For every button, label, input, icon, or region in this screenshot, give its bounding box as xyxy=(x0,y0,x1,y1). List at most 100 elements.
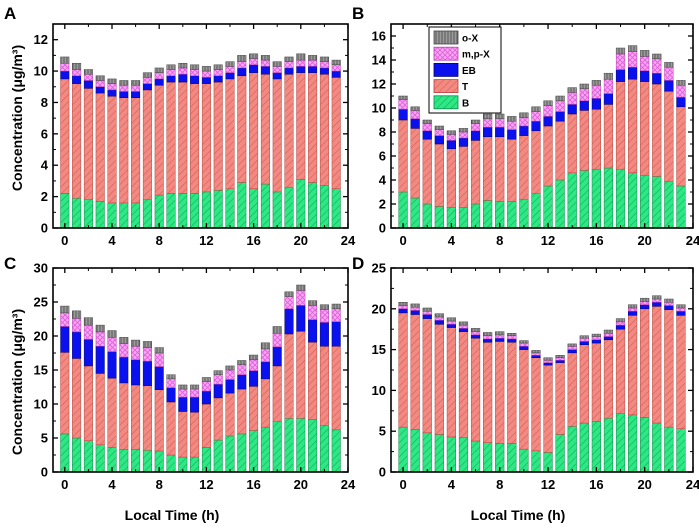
panel-letter: C xyxy=(4,254,16,273)
bar-segment-mpX xyxy=(260,348,270,363)
bar-segment-oX xyxy=(531,106,541,112)
bar-segment-B xyxy=(237,433,247,473)
bar-segment-oX xyxy=(543,100,553,106)
bar-segment-EB xyxy=(652,72,662,85)
bar-segment-EB xyxy=(543,362,553,366)
x-tick-label: 16 xyxy=(246,477,260,492)
bar-segment-B xyxy=(225,435,235,473)
bar-segment-EB xyxy=(237,374,247,390)
bar-segment-T xyxy=(483,136,493,201)
bar-segment-mpX xyxy=(398,305,408,310)
x-tick-label: 12 xyxy=(199,233,213,248)
bar-segment-mpX xyxy=(422,311,432,315)
bar-segment-B xyxy=(308,182,318,229)
bar-segment-B xyxy=(213,439,223,473)
bar-segment-EB xyxy=(296,305,306,332)
y-tick-label: 8 xyxy=(41,95,48,110)
bar-segment-T xyxy=(422,318,432,434)
bar-segment-oX xyxy=(237,55,247,62)
bar-segment-EB xyxy=(249,370,259,387)
x-ticks: 0 4 8 12 16 20 24 xyxy=(399,24,699,248)
bar-segment-oX xyxy=(166,374,176,380)
bar-segment-T xyxy=(142,385,152,451)
bar-segment-T xyxy=(664,309,674,428)
y-tick-label: 0 xyxy=(379,221,386,236)
bar-segment-EB xyxy=(458,328,469,332)
bar-segment-EB xyxy=(166,75,176,83)
bar-segment-T xyxy=(591,342,601,422)
bar-segment-B xyxy=(652,176,662,229)
bar-segment-mpX xyxy=(628,307,638,312)
bar-segment-oX xyxy=(495,113,505,120)
bar-segment-mpX xyxy=(201,381,211,392)
bar-segment-EB xyxy=(142,360,152,386)
bar-segment-oX xyxy=(331,303,341,310)
bar-segment-EB xyxy=(190,75,200,84)
y-tick-label: 10 xyxy=(372,101,386,116)
y-tick-label: 15 xyxy=(34,363,48,378)
bar-segment-oX xyxy=(434,313,444,318)
legend-label: o-X xyxy=(462,34,478,45)
bar-segment-T xyxy=(190,411,200,458)
bar-segment-mpX xyxy=(131,84,141,92)
bar-segment-oX xyxy=(591,333,601,337)
bar-segment-T xyxy=(142,89,152,201)
bar-segment-EB xyxy=(249,64,259,73)
bar-segment-EB xyxy=(260,66,270,75)
bar-segment-B xyxy=(676,185,686,229)
bar-segment-EB xyxy=(676,311,686,316)
bar-segment-oX xyxy=(579,335,589,339)
bar-segment-oX xyxy=(296,53,306,61)
bar-segment-oX xyxy=(119,337,129,344)
bar-segment-mpX xyxy=(555,100,565,112)
bar-segment-mpX xyxy=(119,84,129,92)
x-tick-label: 16 xyxy=(246,233,260,248)
bar-segment-EB xyxy=(519,125,529,136)
y-tick-label: 0 xyxy=(41,465,48,480)
bar-segment-mpX xyxy=(603,78,614,94)
bar-segment-EB xyxy=(72,331,82,359)
bar-segment-mpX xyxy=(237,364,247,376)
bar-segment-T xyxy=(567,113,577,174)
bar-segment-EB xyxy=(308,319,318,343)
bar-segment-mpX xyxy=(272,66,282,73)
bar-segment-mpX xyxy=(628,51,638,68)
bar-segment-B xyxy=(72,197,82,229)
bar-segment-B xyxy=(470,440,481,473)
bar-segment-oX xyxy=(664,298,674,303)
bar-segment-B xyxy=(507,201,517,229)
bar-segment-T xyxy=(213,397,223,441)
bar-segment-mpX xyxy=(507,120,517,130)
bar-segment-oX xyxy=(83,69,93,75)
bar-segment-oX xyxy=(567,87,577,93)
bar-segment-B xyxy=(272,421,282,473)
bar-segment-mpX xyxy=(434,129,444,136)
bar-segment-T xyxy=(83,365,93,441)
bar-segment-EB xyxy=(284,308,294,335)
bar-segment-T xyxy=(458,331,469,438)
bar-segment-EB xyxy=(495,337,505,342)
bar-segment-EB xyxy=(296,66,306,73)
y-tick-label: 2 xyxy=(41,189,48,204)
bar-segment-T xyxy=(640,308,650,418)
bar-segment-EB xyxy=(107,89,117,97)
bar-segment-T xyxy=(166,81,176,194)
bar-segment-mpX xyxy=(107,337,117,352)
bar-segment-T xyxy=(434,143,444,207)
bar-segment-B xyxy=(640,417,650,473)
bar-segment-T xyxy=(225,392,235,437)
bar-segment-T xyxy=(483,342,493,443)
bar-segment-mpX xyxy=(652,298,662,303)
bar-segment-T xyxy=(555,362,565,435)
x-tick-label: 0 xyxy=(61,233,68,248)
bar-segment-mpX xyxy=(676,84,686,98)
bar-segment-T xyxy=(446,327,456,438)
bar-segment-EB xyxy=(201,390,211,405)
bar-segment-EB xyxy=(319,322,329,347)
bar-segment-mpX xyxy=(507,335,517,340)
bar-segment-EB xyxy=(531,120,541,132)
bar-segment-T xyxy=(519,349,529,450)
bar-segment-B xyxy=(531,450,541,473)
bar-segment-oX xyxy=(640,297,650,302)
bar-segment-oX xyxy=(154,67,164,73)
